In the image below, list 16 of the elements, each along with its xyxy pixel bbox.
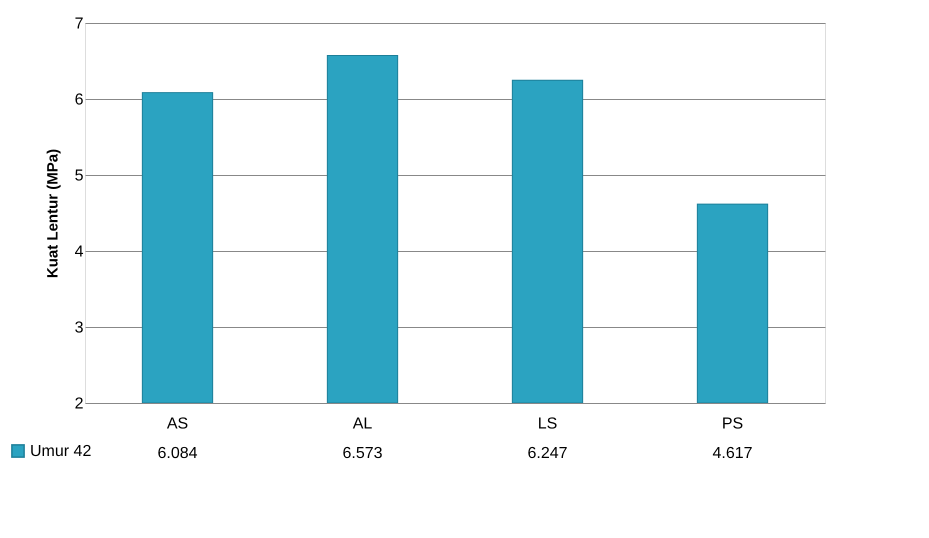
legend-label: Umur 42 xyxy=(30,443,92,460)
y-tick-label: 3 xyxy=(74,320,84,336)
y-tick-label: 2 xyxy=(74,396,84,412)
x-tick-label: AL xyxy=(352,416,372,432)
y-axis-title: Kuat Lentur (MPa) xyxy=(44,148,62,278)
x-tick-label: PS xyxy=(722,416,744,432)
data-label: 6.084 xyxy=(157,445,198,462)
x-tick-label: LS xyxy=(538,416,558,432)
data-label: 4.617 xyxy=(712,445,753,462)
y-tick-label: 4 xyxy=(74,244,84,260)
data-label: 6.247 xyxy=(527,445,568,462)
y-tick-label: 6 xyxy=(74,92,84,108)
y-tick-label: 5 xyxy=(74,168,84,184)
x-tick-label: AS xyxy=(166,416,188,432)
y-tick-label: 7 xyxy=(74,16,84,32)
data-label: 6.573 xyxy=(342,445,383,462)
